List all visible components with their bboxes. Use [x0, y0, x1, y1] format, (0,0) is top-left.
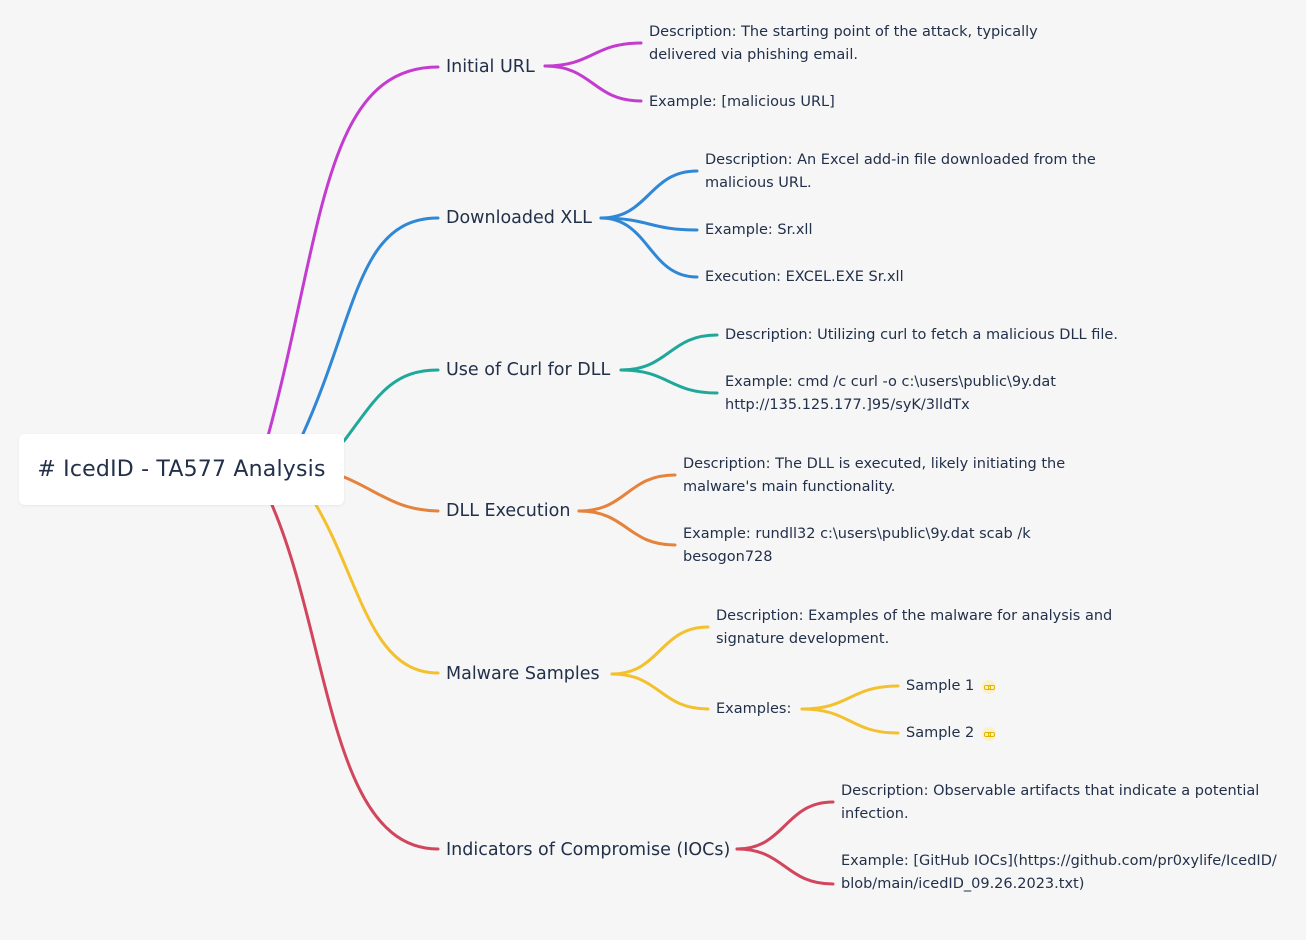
branch-dll-execution[interactable]: DLL Execution [446, 501, 571, 521]
iocs-to-example-connector [735, 847, 835, 886]
initial-url-description[interactable]: Description: The starting point of the a… [649, 24, 1038, 63]
sample-2-item[interactable]: Sample 2 [906, 722, 997, 745]
downloaded-xll-description[interactable]: Description: An Excel add-in file downlo… [705, 152, 1096, 191]
dll-execution-to-description-connector [577, 473, 677, 513]
root-to-initial-url-connector [266, 65, 440, 438]
root-to-curl-dll-connector [342, 368, 440, 443]
branch-iocs[interactable]: Indicators of Compromise (IOCs) [446, 840, 731, 860]
malware-samples-examples[interactable]: Examples: [716, 701, 792, 717]
initial-url-to-description-connector [543, 41, 643, 68]
sample-1-item[interactable]: Sample 1 [906, 675, 997, 698]
branch-downloaded-xll[interactable]: Downloaded XLL [446, 208, 592, 228]
downloaded-xll-to-description-connector [599, 169, 699, 220]
root-to-malware-samples-connector [314, 503, 440, 675]
dll-execution-description[interactable]: Description: The DLL is executed, likely… [683, 456, 1066, 495]
downloaded-xll-to-execution-connector [599, 216, 699, 279]
examples-to-sample-2-connector [800, 707, 900, 735]
branch-curl-dll[interactable]: Use of Curl for DLL [446, 360, 611, 380]
sample-2-link-icon[interactable] [982, 726, 997, 741]
malware-samples-description[interactable]: Description: Examples of the malware for… [716, 608, 1113, 647]
root-to-downloaded-xll-connector [300, 216, 440, 438]
initial-url-example[interactable]: Example: [malicious URL] [649, 94, 835, 110]
downloaded-xll-execution[interactable]: Execution: EXCEL.EXE Sr.xll [705, 269, 904, 285]
dll-execution-example[interactable]: Example: rundll32 c:\users\public\9y.dat… [683, 526, 1031, 565]
root-to-dll-execution-connector [342, 475, 440, 513]
root-title: # IcedID - TA577 Analysis [37, 457, 326, 482]
malware-samples-to-description-connector [610, 625, 710, 676]
iocs-to-description-connector [735, 800, 835, 851]
iocs-example[interactable]: Example: [GitHub IOCs](https://github.co… [841, 853, 1277, 892]
branch-malware-samples[interactable]: Malware Samples [446, 664, 600, 684]
dll-execution-to-example-connector [577, 509, 677, 547]
initial-url-to-example-connector [543, 64, 643, 103]
sample-1-label: Sample 1 [906, 678, 975, 694]
curl-dll-to-description-connector [619, 333, 719, 372]
curl-dll-example[interactable]: Example: cmd /c curl -o c:\users\public\… [725, 374, 1056, 413]
curl-dll-to-example-connector [619, 368, 719, 395]
sample-1-link-icon[interactable] [982, 679, 997, 694]
iocs-description[interactable]: Description: Observable artifacts that i… [841, 783, 1260, 822]
curl-dll-description[interactable]: Description: Utilizing curl to fetch a m… [725, 327, 1118, 343]
sample-2-label: Sample 2 [906, 725, 975, 741]
downloaded-xll-example[interactable]: Example: Sr.xll [705, 222, 813, 238]
malware-samples-to-examples-connector [610, 672, 710, 711]
root-to-iocs-connector [270, 503, 440, 851]
examples-to-sample-1-connector [800, 684, 900, 711]
root-node[interactable]: # IcedID - TA577 Analysis [19, 434, 344, 505]
branch-initial-url[interactable]: Initial URL [446, 57, 535, 77]
